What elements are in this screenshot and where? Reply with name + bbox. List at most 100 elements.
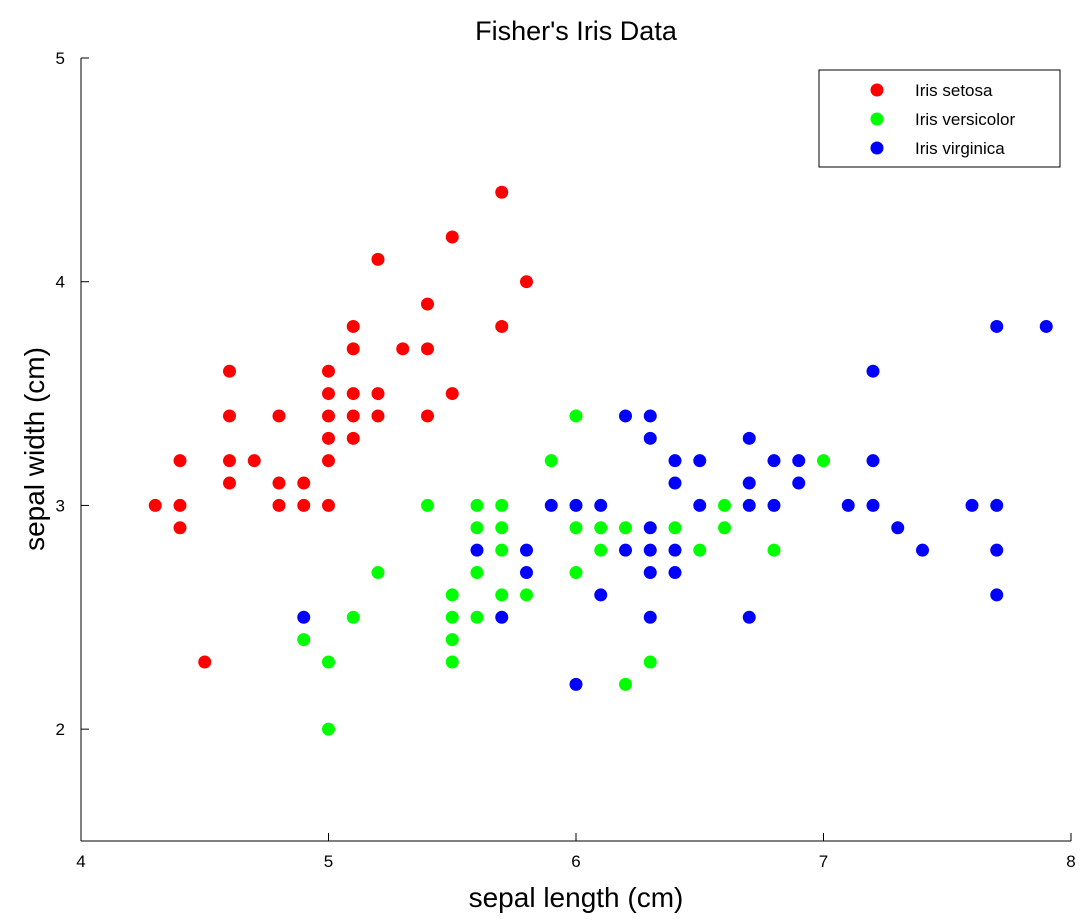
data-point bbox=[916, 543, 929, 557]
data-point bbox=[421, 409, 434, 423]
data-point bbox=[990, 543, 1004, 557]
data-point bbox=[594, 543, 608, 557]
data-point bbox=[148, 498, 162, 512]
data-point bbox=[346, 342, 360, 356]
data-point bbox=[693, 543, 707, 557]
data-point bbox=[866, 454, 880, 468]
data-point bbox=[619, 677, 632, 691]
data-point bbox=[520, 588, 533, 602]
data-point bbox=[322, 498, 335, 512]
data-point bbox=[742, 610, 756, 624]
y-tick-label: 2 bbox=[56, 720, 65, 739]
data-point bbox=[421, 342, 434, 356]
data-point bbox=[173, 454, 187, 468]
x-tick-label: 7 bbox=[819, 852, 828, 871]
data-point bbox=[396, 342, 410, 356]
data-point bbox=[495, 610, 509, 624]
x-tick-label: 4 bbox=[76, 852, 85, 871]
data-point bbox=[643, 566, 657, 580]
data-point bbox=[495, 521, 509, 535]
data-point bbox=[990, 319, 1004, 333]
data-point bbox=[346, 409, 360, 423]
data-point bbox=[371, 566, 385, 580]
x-tick-label: 5 bbox=[324, 852, 333, 871]
data-point bbox=[792, 454, 806, 468]
data-point bbox=[668, 476, 682, 490]
data-point bbox=[322, 409, 335, 423]
data-point bbox=[866, 364, 880, 378]
y-tick-label: 5 bbox=[56, 49, 65, 68]
data-point bbox=[470, 566, 484, 580]
data-point bbox=[223, 364, 236, 378]
data-point bbox=[668, 566, 682, 580]
data-point bbox=[445, 633, 459, 647]
data-point bbox=[272, 476, 286, 490]
y-axis-label: sepal width (cm) bbox=[19, 347, 50, 551]
data-point bbox=[767, 543, 781, 557]
data-point bbox=[297, 498, 311, 512]
x-ticks: 4 5 6 7 8 bbox=[76, 833, 1076, 871]
data-point bbox=[792, 476, 806, 490]
points-layer bbox=[148, 185, 1053, 736]
data-point bbox=[643, 655, 657, 669]
data-point bbox=[470, 498, 484, 512]
data-point bbox=[223, 409, 236, 423]
data-point bbox=[767, 454, 781, 468]
data-point bbox=[544, 498, 558, 512]
legend-marker bbox=[870, 141, 884, 155]
data-point bbox=[322, 387, 335, 401]
x-axis-label: sepal length (cm) bbox=[469, 882, 684, 913]
data-point bbox=[322, 431, 335, 445]
data-point bbox=[371, 387, 385, 401]
data-point bbox=[643, 409, 657, 423]
data-point bbox=[421, 498, 434, 512]
data-point bbox=[520, 543, 533, 557]
data-point bbox=[742, 431, 756, 445]
data-point bbox=[1039, 319, 1053, 333]
legend-entry-label: Iris versicolor bbox=[915, 110, 1015, 129]
y-ticks: 2 3 4 5 bbox=[56, 49, 89, 739]
data-point bbox=[445, 655, 459, 669]
data-point bbox=[495, 319, 509, 333]
data-point bbox=[742, 498, 756, 512]
data-point bbox=[223, 476, 236, 490]
data-point bbox=[173, 498, 187, 512]
data-point bbox=[643, 610, 657, 624]
data-point bbox=[322, 722, 335, 736]
data-point bbox=[569, 566, 583, 580]
data-point bbox=[445, 230, 459, 244]
data-point bbox=[495, 543, 509, 557]
data-point bbox=[668, 454, 682, 468]
data-point bbox=[346, 319, 360, 333]
data-point bbox=[767, 498, 781, 512]
data-point bbox=[421, 297, 434, 311]
y-tick-label: 3 bbox=[56, 496, 65, 515]
data-point bbox=[891, 521, 905, 535]
data-point bbox=[594, 588, 608, 602]
y-tick-label: 4 bbox=[56, 273, 65, 292]
data-point bbox=[594, 498, 608, 512]
data-point bbox=[445, 588, 459, 602]
legend-entry-label: Iris setosa bbox=[915, 81, 993, 100]
data-point bbox=[346, 387, 360, 401]
data-point bbox=[247, 454, 261, 468]
data-point bbox=[346, 610, 360, 624]
data-point bbox=[495, 185, 509, 199]
data-point bbox=[470, 543, 484, 557]
data-point bbox=[619, 521, 632, 535]
x-tick-label: 8 bbox=[1066, 852, 1075, 871]
chart-title: Fisher's Iris Data bbox=[475, 16, 678, 46]
data-point bbox=[445, 610, 459, 624]
data-point bbox=[223, 454, 236, 468]
data-point bbox=[817, 454, 830, 468]
data-point bbox=[173, 521, 187, 535]
data-point bbox=[346, 431, 360, 445]
data-point bbox=[297, 476, 311, 490]
data-point bbox=[718, 498, 731, 512]
data-point bbox=[990, 588, 1004, 602]
data-point bbox=[619, 409, 632, 423]
data-point bbox=[569, 677, 583, 691]
x-tick-label: 6 bbox=[571, 852, 580, 871]
data-point bbox=[718, 521, 731, 535]
data-point bbox=[322, 454, 335, 468]
